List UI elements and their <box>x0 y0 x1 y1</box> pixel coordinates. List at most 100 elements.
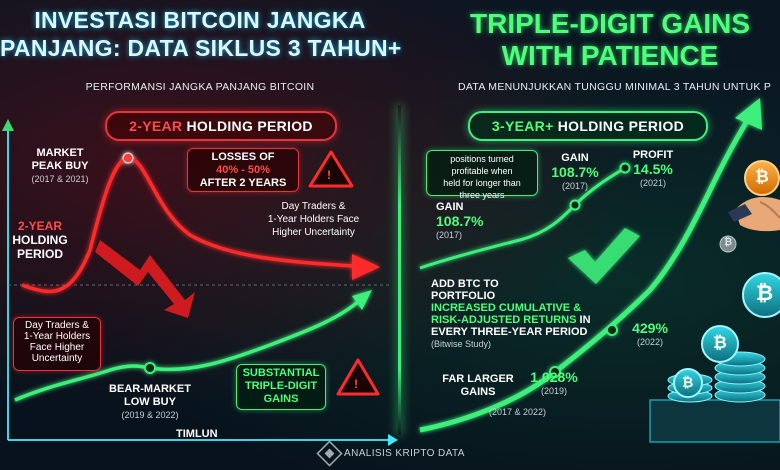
substantial-line2: TRIPLE-DIGIT <box>244 380 318 392</box>
gain-left-year: (2017) <box>436 230 463 240</box>
gain-429-value: 429% <box>632 320 668 336</box>
add-line3: INCREASED CUMULATIVE & <box>431 302 582 314</box>
traders-left-line2: 1-Year Holders <box>23 331 91 342</box>
gain-top-year: (2017) <box>561 181 588 191</box>
traders-right-line1: Day Traders & <box>281 201 346 212</box>
positions-note-box: positions turned profitable when held fo… <box>426 150 538 200</box>
checkmark-icon <box>568 228 640 284</box>
positions-line2: profitable when <box>451 166 513 176</box>
left-title-line1: INVESTASI BITCOIN JANGKA <box>34 7 366 33</box>
bitcoin-icon-medium: ₿ <box>713 333 727 352</box>
gain-429-year: (2022) <box>636 337 663 347</box>
gain-top-title: GAIN <box>561 152 589 164</box>
add-line5: EVERY THREE-YEAR PERIOD <box>431 326 588 338</box>
left-title: INVESTASI BITCOIN JANGKA PANJANG: DATA S… <box>0 6 402 62</box>
two-year-period-label: 2-YEAR HOLDING PERIOD <box>10 219 70 261</box>
add-line4: RISK-ADJUSTED RETURNS <box>431 314 577 326</box>
bear-years: (2019 & 2022) <box>121 410 179 420</box>
footer-logo-icon <box>316 440 343 467</box>
pill-number-left: 2-YEAR <box>129 118 183 134</box>
left-subtitle: PERFORMANSI JANGKA PANJANG BITCOIN <box>85 81 315 93</box>
traders-left-line3: Face Higher <box>29 342 85 353</box>
market-peak-years: (2017 & 2021) <box>31 174 89 184</box>
far-larger-gains-label: FAR LARGER GAINS <box>440 373 516 399</box>
traders-note-left: Day Traders & 1-Year Holders Face Higher… <box>13 317 101 371</box>
green-gain-curve-left <box>14 290 372 402</box>
traders-right-line2: 1-Year Holders Face <box>267 214 360 225</box>
gain-left-title: GAIN <box>436 201 464 213</box>
market-peak-line1: MARKET <box>36 147 84 159</box>
traders-left-line1: Day Traders & <box>25 320 89 331</box>
gain-1028-label: 1,028% (2019) <box>526 370 582 398</box>
add-line4-tail: IN <box>576 314 591 326</box>
traders-note-right: Day Traders & 1-Year Holders Face Higher… <box>256 200 371 239</box>
far-line1: FAR LARGER <box>442 373 514 385</box>
warning-glyph-top: ! <box>327 168 331 182</box>
x-axis-label: TIMLUN <box>176 428 218 440</box>
pill-rest-right: HOLDING PERIOD <box>553 118 685 134</box>
bear-market-label: BEAR-MARKET LOW BUY (2019 & 2022) <box>100 383 200 422</box>
substantial-gains-box: SUBSTANTIAL TRIPLE-DIGIT GAINS <box>236 364 326 410</box>
right-title: TRIPLE-DIGIT GAINS WITH PATIENCE <box>430 8 780 72</box>
losses-line1: LOSSES OF <box>211 151 275 163</box>
three-year-holding-pill: 3-YEAR+ HOLDING PERIOD <box>468 111 708 141</box>
panel-divider <box>398 105 401 435</box>
pill-rest-left: HOLDING PERIOD <box>182 118 313 134</box>
traders-right-line3: Higher Uncertainty <box>272 227 355 238</box>
two-year-line1: 2-YEAR <box>17 219 62 233</box>
two-year-line3: PERIOD <box>16 247 63 261</box>
market-peak-label: MARKET PEAK BUY (2017 & 2021) <box>22 147 98 186</box>
profit-label: PROFIT 14.5% (2021) <box>622 148 684 190</box>
warning-glyph-bottom: ! <box>354 377 358 391</box>
bitcoin-icon-orange: ₿ <box>755 167 769 186</box>
substantial-line3: GAINS <box>263 393 299 405</box>
two-year-line2: HOLDING <box>12 233 68 247</box>
positions-line4: three years <box>459 190 505 200</box>
bear-line2: LOW BUY <box>124 396 176 408</box>
left-title-line2: PANJANG: DATA SIKLUS 3 TAHUN+ <box>0 35 402 61</box>
gain-top-label: GAIN 108.7% (2017) <box>540 151 610 193</box>
add-line2: PORTFOLIO <box>431 290 496 302</box>
traders-left-line4: Uncertainty <box>31 353 83 364</box>
add-line1: ADD BTC TO <box>431 278 499 290</box>
gain-1028-year: (2019) <box>540 386 567 396</box>
right-title-line2: WITH PATIENCE <box>501 40 719 71</box>
warning-icon-top <box>308 150 354 188</box>
substantial-line1: SUBSTANTIAL <box>242 367 320 379</box>
bear-line1: BEAR-MARKET <box>109 383 191 395</box>
add-source: (Bitwise Study) <box>431 339 492 349</box>
bitcoin-icon-large: ₿ <box>756 282 774 305</box>
far-line2: GAINS <box>460 386 496 398</box>
losses-line3: AFTER 2 YEARS <box>199 177 287 189</box>
bitcoin-coin-stacks <box>649 160 780 443</box>
downtrend-arrow <box>95 240 195 318</box>
positions-line3: held for longer than <box>443 178 521 188</box>
handshake-icon <box>728 197 780 232</box>
losses-box: LOSSES OF 40% - 50% AFTER 2 YEARS <box>187 148 299 192</box>
gain-top-value: 108.7% <box>551 164 599 180</box>
positions-line1: positions turned <box>450 154 514 164</box>
profit-title: PROFIT <box>632 149 674 161</box>
bitcoin-icon-grey: ₿ <box>724 237 733 248</box>
gain-left-label: GAIN 108.7% (2017) <box>436 200 483 242</box>
bitcoin-icon-small: ₿ <box>682 374 694 390</box>
profit-value: 14.5% <box>633 161 673 177</box>
right-subtitle: DATA MENUNJUKKAN TUNGGU MINIMAL 3 TAHUN … <box>458 81 772 93</box>
add-btc-note: ADD BTC TO PORTFOLIO INCREASED CUMULATIV… <box>431 278 591 350</box>
market-peak-line2: PEAK BUY <box>31 160 89 172</box>
red-loss-curve <box>21 152 380 294</box>
profit-year: (2021) <box>639 178 666 188</box>
two-year-holding-pill: 2-YEAR HOLDING PERIOD <box>105 111 337 141</box>
footer-brand: ANALISIS KRIPTO DATA <box>344 448 465 459</box>
green-gain-curve-right <box>419 98 762 433</box>
gain-429-label: 429% (2022) <box>625 321 675 349</box>
losses-percentage: 40% - 50% <box>216 164 270 176</box>
gain-left-value: 108.7% <box>436 213 484 229</box>
right-title-line1: TRIPLE-DIGIT GAINS <box>470 8 750 39</box>
gain-1028-value: 1,028% <box>530 369 578 385</box>
pill-number-right: 3-YEAR+ <box>491 118 554 134</box>
far-larger-years: (2017 & 2022) <box>489 407 547 417</box>
warning-icon-bottom <box>336 358 380 396</box>
